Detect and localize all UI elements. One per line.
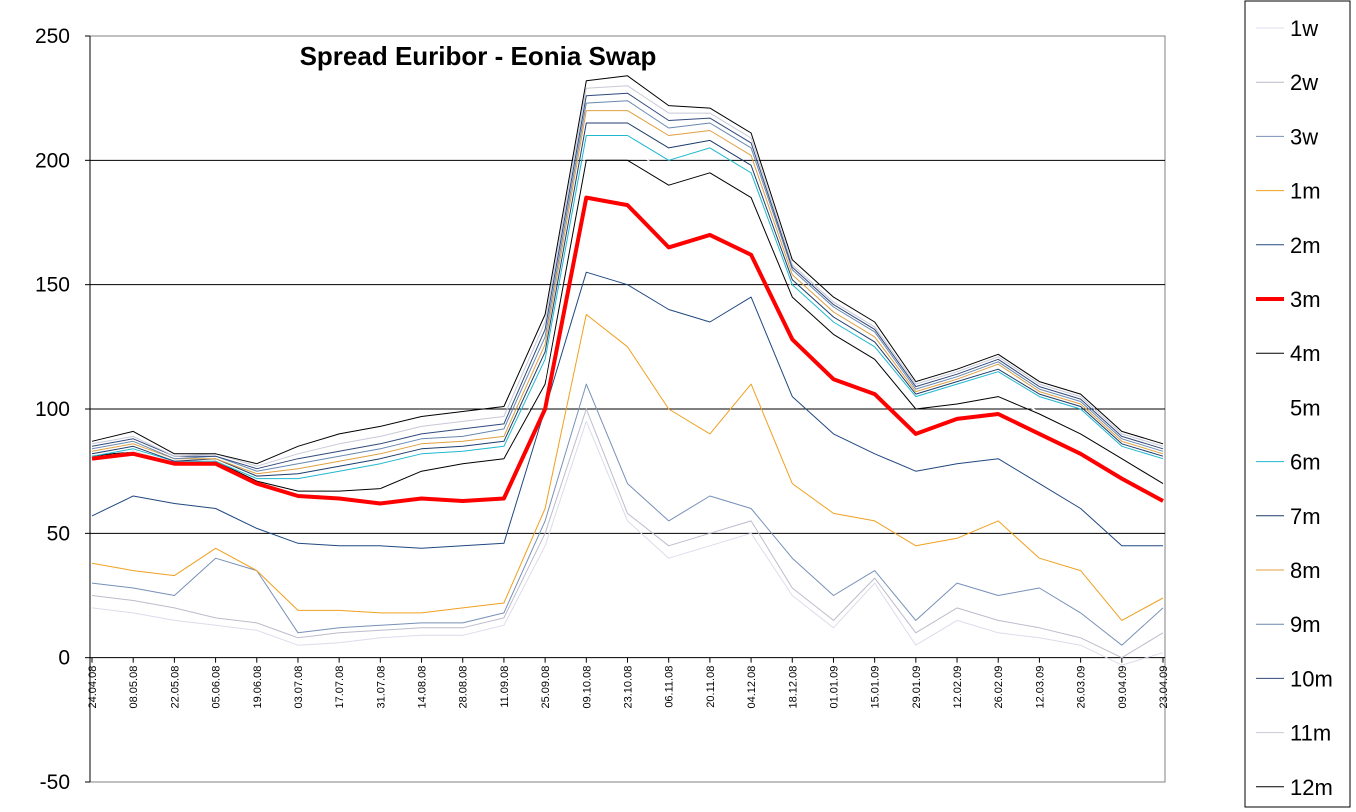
x-axis: 24.04.08 08.05.08 22.05.08 05.06.08 19.06.08… (87, 657, 1170, 709)
legend-label-10m: 10m (1290, 666, 1333, 691)
series-line-1m (91, 314, 1164, 621)
y-tick-label: 200 (35, 149, 70, 172)
series-line-4m (91, 159, 1164, 492)
series-lines (91, 75, 1164, 666)
x-tick-label: 05.06.08 (211, 666, 223, 709)
legend-label-3w: 3w (1290, 124, 1318, 149)
x-tick-label: 31.07.08 (375, 666, 387, 709)
series-line-9m (91, 100, 1164, 472)
x-tick-label: 26.02.09 (993, 666, 1005, 709)
y-tick-label: -50 (40, 771, 70, 794)
legend-label-2m: 2m (1290, 233, 1321, 258)
series-line-7m (91, 122, 1164, 477)
x-tick-label: 09.04.09 (1117, 666, 1129, 709)
x-tick-label: 11.09.08 (499, 666, 511, 708)
y-tick-label: 150 (35, 274, 70, 297)
legend-label-1w: 1w (1290, 16, 1318, 41)
series-line-1w (91, 420, 1164, 666)
series-line-8m (91, 110, 1164, 475)
y-tick-label: 100 (35, 398, 70, 421)
y-tick-label: 0 (58, 647, 70, 670)
series-line-5m (91, 147, 1164, 490)
series-line-11m (91, 85, 1164, 467)
x-tick-label: 29.01.09 (911, 666, 923, 709)
x-tick-label: 08.05.08 (128, 666, 140, 709)
x-tick-label: 24.04.08 (87, 666, 99, 709)
x-tick-label: 03.07.08 (293, 666, 305, 709)
series-line-2m (91, 271, 1163, 549)
y-tick-label: 50 (47, 522, 70, 545)
x-tick-label: 17.07.08 (334, 666, 346, 709)
x-tick-label: 01.01.09 (828, 666, 840, 709)
x-tick-label: 18.12.08 (787, 666, 799, 709)
legend: 1w 2w 3w 1m 2m 3m 4m 5m 6m 7m 8m 9m 10m 11m 12m (1256, 16, 1333, 800)
series-line-2w (91, 408, 1164, 659)
x-tick-label: 28.08.08 (458, 666, 470, 709)
legend-box (1244, 0, 1351, 808)
x-tick-label: 04.12.08 (746, 666, 758, 709)
x-tick-label: 06.11.08 (664, 666, 676, 708)
legend-label-12m: 12m (1290, 775, 1333, 800)
legend-label-11m: 11m (1290, 721, 1331, 746)
x-tick-label: 12.02.09 (952, 666, 964, 709)
x-tick-label: 14.08.08 (417, 666, 429, 709)
series-line-3m (91, 195, 1164, 506)
legend-label-7m: 7m (1290, 504, 1321, 529)
legend-label-3m: 3m (1290, 287, 1321, 312)
x-tick-label: 19.06.08 (252, 666, 264, 709)
y-tick-label: 250 (35, 25, 70, 48)
legend-label-2w: 2w (1290, 70, 1318, 95)
x-tick-label: 12.03.09 (1034, 666, 1046, 709)
legend-label-5m: 5m (1290, 395, 1321, 420)
legend-label-6m: 6m (1290, 450, 1321, 475)
x-tick-label: 20.11.08 (705, 666, 717, 708)
series-line-3w (91, 383, 1164, 646)
y-axis: 250 200 150 100 50 0 -50 (35, 25, 91, 794)
x-tick-label: 23.04.09 (1158, 666, 1170, 709)
legend-label-8m: 8m (1290, 558, 1321, 583)
x-tick-label: 22.05.08 (169, 666, 181, 709)
series-line-6m (91, 135, 1164, 480)
legend-label-4m: 4m (1290, 341, 1321, 366)
chart-title: Spread Euribor - Eonia Swap (300, 41, 657, 71)
x-tick-label: 26.03.09 (1076, 666, 1088, 709)
legend-label-1m: 1m (1290, 179, 1321, 204)
x-tick-label: 15.01.09 (870, 666, 882, 709)
series-line-10m (91, 92, 1164, 470)
x-tick-label: 23.10.08 (623, 666, 635, 709)
legend-label-9m: 9m (1290, 612, 1321, 637)
x-tick-label: 25.09.08 (540, 666, 552, 709)
series-line-12m (91, 75, 1164, 465)
x-tick-label: 09.10.08 (581, 666, 593, 709)
